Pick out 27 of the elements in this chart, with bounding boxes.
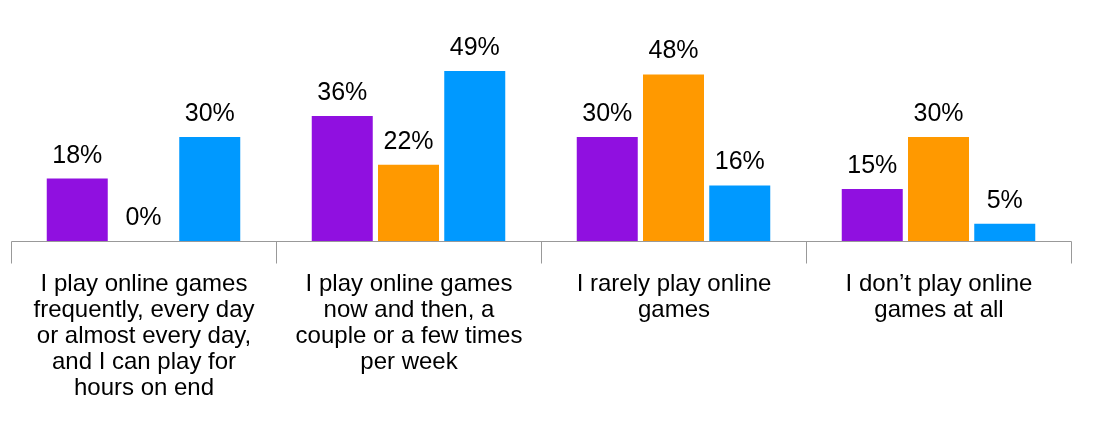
bar	[841, 188, 903, 241]
bar	[576, 136, 638, 241]
data-label: 49%	[449, 32, 500, 60]
data-label: 30%	[184, 97, 235, 126]
bar	[643, 74, 704, 241]
bar	[46, 178, 108, 241]
data-label: 30%	[582, 97, 633, 126]
x-tick-label: I play online games frequently, every day or almost every day, and I can play for hours on end	[33, 268, 255, 400]
bar	[709, 185, 771, 241]
bar	[444, 71, 506, 241]
x-tick-label: I play online games now and then, a couple or a few times per week	[295, 268, 523, 374]
data-label: 0%	[125, 202, 162, 230]
data-label: 18%	[52, 139, 103, 168]
bar	[311, 116, 373, 241]
data-label: 30%	[913, 97, 964, 126]
data-label: 15%	[847, 149, 898, 178]
bar	[908, 136, 969, 241]
data-label: 48%	[648, 35, 699, 64]
data-label: 16%	[714, 146, 765, 175]
bar	[974, 223, 1036, 241]
data-label: 36%	[317, 77, 368, 106]
x-tick-label: I don’t play online games at all	[845, 268, 1033, 322]
data-label: 5%	[986, 184, 1023, 213]
data-label: 22%	[383, 125, 434, 154]
bar	[378, 164, 439, 241]
x-tick-label: I rarely play online games	[576, 268, 772, 322]
bar	[179, 136, 241, 241]
